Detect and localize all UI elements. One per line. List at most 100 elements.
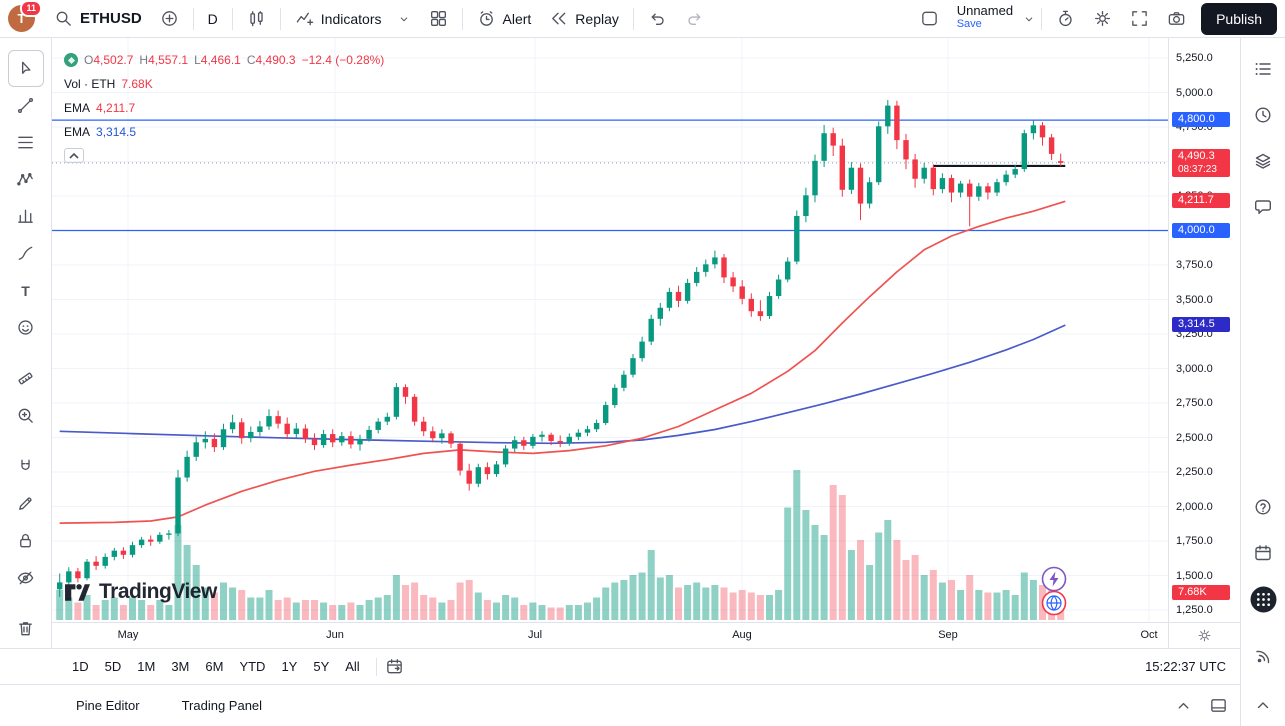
undo-icon bbox=[648, 9, 667, 28]
help-button[interactable] bbox=[1248, 492, 1278, 522]
volume-value: 7.68K bbox=[121, 77, 153, 91]
alarm-clock-icon bbox=[477, 9, 496, 28]
candlestick-chart[interactable] bbox=[52, 38, 1168, 622]
indicators-icon bbox=[295, 9, 314, 28]
clock-icon bbox=[1253, 105, 1273, 125]
fullscreen-button[interactable] bbox=[1121, 4, 1158, 34]
grid-layout-button[interactable] bbox=[420, 4, 457, 34]
pencil-icon bbox=[16, 494, 35, 513]
trend-line-tool-button[interactable] bbox=[8, 87, 44, 124]
ema-fast-row[interactable]: EMA 4,211.7 bbox=[64, 96, 384, 120]
hide-drawings-tool-button[interactable] bbox=[8, 559, 44, 596]
apps-grid-button[interactable] bbox=[1248, 584, 1278, 614]
emoji-tool-button[interactable] bbox=[8, 309, 44, 346]
ema-slow-row[interactable]: EMA 3,314.5 bbox=[64, 120, 384, 144]
lightning-sticker-icon[interactable] bbox=[1041, 566, 1067, 592]
clock-utc[interactable]: 15:22:37 UTC bbox=[1145, 659, 1226, 674]
month-label: Oct bbox=[1140, 629, 1158, 641]
text-tool-button[interactable]: T bbox=[8, 272, 44, 309]
price-tick-label: 2,500.0 bbox=[1176, 431, 1213, 444]
range-ytd[interactable]: YTD bbox=[239, 659, 266, 674]
high-value: 4,557.1 bbox=[148, 53, 189, 67]
remove-drawings-tool-button[interactable] bbox=[8, 610, 44, 647]
brush-tool-button[interactable] bbox=[8, 235, 44, 272]
alerts-button[interactable] bbox=[1248, 100, 1278, 130]
zoom-tool-button[interactable] bbox=[8, 397, 44, 434]
xabcd-pattern-icon bbox=[16, 170, 35, 189]
gear-icon bbox=[1197, 628, 1212, 643]
range-1y[interactable]: 1Y bbox=[281, 659, 298, 674]
stopwatch-button[interactable] bbox=[1047, 4, 1084, 34]
cursor-icon bbox=[16, 59, 35, 78]
range-5d[interactable]: 5D bbox=[104, 659, 122, 674]
open-value: 4,502.7 bbox=[93, 53, 134, 67]
chart-plot[interactable] bbox=[52, 38, 1168, 622]
settings-button[interactable] bbox=[1084, 4, 1121, 34]
indicators-button[interactable]: Indicators bbox=[286, 4, 420, 34]
publish-button[interactable]: Publish bbox=[1201, 2, 1277, 35]
pine-editor-tab[interactable]: Pine Editor bbox=[76, 698, 140, 713]
apps-grid-icon bbox=[1250, 586, 1277, 613]
alert-button[interactable]: Alert bbox=[468, 4, 541, 34]
legend-collapse-button[interactable] bbox=[64, 148, 84, 163]
compare-add-button[interactable] bbox=[151, 4, 188, 34]
chart-type-button[interactable] bbox=[238, 4, 275, 34]
range-5y[interactable]: 5Y bbox=[313, 659, 330, 674]
range-1m[interactable]: 1M bbox=[137, 659, 156, 674]
panel-restore-button[interactable] bbox=[1209, 696, 1228, 715]
drawing-mode-tool-button[interactable] bbox=[8, 485, 44, 522]
undo-button[interactable] bbox=[639, 4, 676, 34]
fullscreen-icon bbox=[1130, 9, 1149, 28]
panel-open-button[interactable] bbox=[1174, 696, 1193, 715]
trading-panel-tab[interactable]: Trading Panel bbox=[181, 698, 263, 713]
calendar-button[interactable] bbox=[1248, 538, 1278, 568]
globe-sticker-icon[interactable] bbox=[1041, 590, 1067, 616]
range-1d[interactable]: 1D bbox=[72, 659, 89, 674]
redo-button[interactable] bbox=[676, 4, 713, 34]
user-avatar[interactable]: T 11 bbox=[8, 0, 42, 32]
chat-button[interactable] bbox=[1248, 192, 1278, 222]
ohlc-row[interactable]: O4,502.7 H4,557.1 L4,466.1 C4,490.3 −12.… bbox=[64, 48, 384, 72]
fib-retracement-tool-button[interactable] bbox=[8, 124, 44, 161]
projection-tool-button[interactable] bbox=[8, 198, 44, 235]
axis-settings-corner[interactable] bbox=[1168, 622, 1240, 648]
chevron-down-icon[interactable] bbox=[1022, 12, 1036, 26]
go-to-date-button[interactable] bbox=[385, 657, 404, 676]
calendar-icon bbox=[1253, 543, 1273, 563]
range-6m[interactable]: 6M bbox=[205, 659, 224, 674]
price-tick-label: 3,500.0 bbox=[1176, 293, 1213, 306]
close-label: C bbox=[246, 53, 256, 67]
month-label: Jun bbox=[326, 629, 344, 641]
layout-select-button[interactable] bbox=[911, 4, 948, 34]
range-3m[interactable]: 3M bbox=[171, 659, 190, 674]
snapshot-button[interactable] bbox=[1158, 4, 1195, 34]
bottom-toolbar: 1D 5D 1M 3M 6M YTD 1Y 5Y All 15:22:37 UT… bbox=[0, 648, 1240, 684]
time-axis[interactable]: May Jun Jul Aug Sep Oct bbox=[52, 622, 1168, 648]
measure-tool-button[interactable] bbox=[8, 360, 44, 397]
price-axis-label: 4,800.0 bbox=[1172, 112, 1230, 128]
cursor-tool-button[interactable] bbox=[7, 50, 44, 87]
chart-legend: O4,502.7 H4,557.1 L4,466.1 C4,490.3 −12.… bbox=[64, 48, 384, 163]
eye-slash-icon bbox=[16, 568, 35, 587]
pattern-tool-button[interactable] bbox=[8, 161, 44, 198]
save-label[interactable]: Save bbox=[956, 17, 982, 30]
symbol-search-button[interactable]: ETHUSD bbox=[45, 4, 151, 34]
replay-button[interactable]: Replay bbox=[540, 4, 628, 34]
camera-icon bbox=[1167, 9, 1186, 28]
volume-row[interactable]: Vol · ETH 7.68K bbox=[64, 72, 384, 96]
price-axis[interactable]: 5,250.05,000.04,750.04,500.04,250.04,000… bbox=[1168, 38, 1240, 622]
magnet-tool-button[interactable] bbox=[8, 448, 44, 485]
rewind-icon bbox=[549, 9, 568, 28]
watchlist-button[interactable] bbox=[1248, 54, 1278, 84]
symbol-name: ETHUSD bbox=[80, 10, 142, 27]
gear-icon bbox=[1093, 9, 1112, 28]
interval-button[interactable]: D bbox=[199, 4, 227, 34]
lock-tool-button[interactable] bbox=[8, 522, 44, 559]
sidebar-toggle-button[interactable] bbox=[1248, 690, 1278, 720]
layout-name-button[interactable]: Unnamed Save bbox=[948, 3, 1022, 34]
object-tree-button[interactable] bbox=[1248, 146, 1278, 176]
range-all[interactable]: All bbox=[345, 659, 360, 674]
streams-button[interactable] bbox=[1248, 642, 1278, 672]
projection-icon bbox=[16, 207, 35, 226]
month-label: Aug bbox=[732, 629, 752, 641]
